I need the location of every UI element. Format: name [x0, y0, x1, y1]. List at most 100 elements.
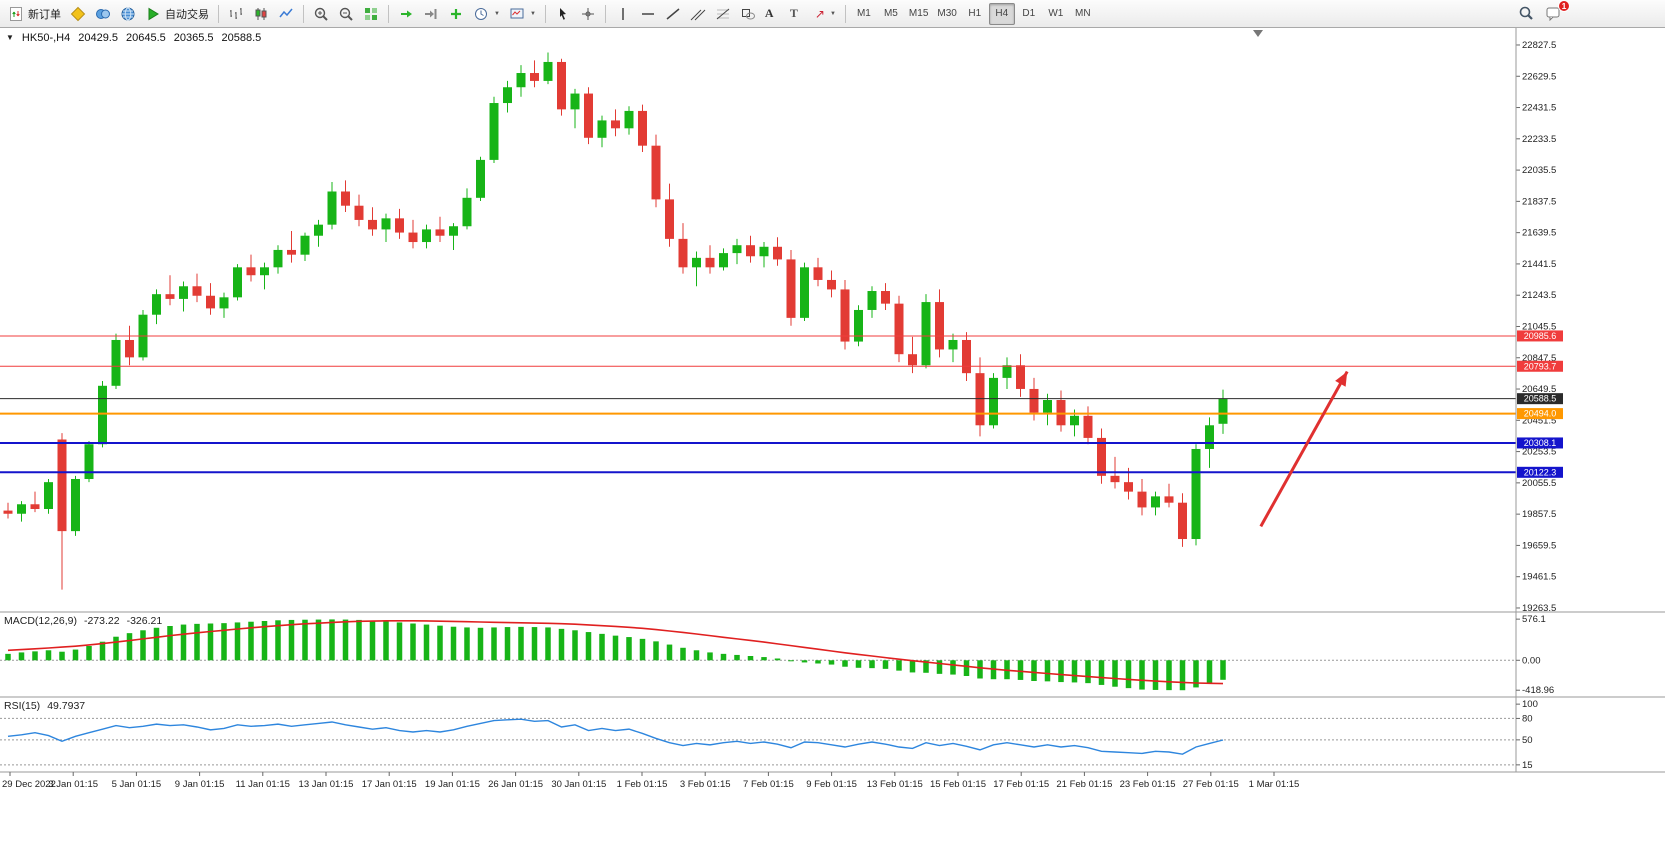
- search-icon: [1519, 6, 1533, 20]
- svg-text:22035.5: 22035.5: [1522, 165, 1556, 176]
- periods-dropdown[interactable]: ▼: [469, 3, 504, 25]
- svg-text:23 Feb 01:15: 23 Feb 01:15: [1120, 779, 1176, 790]
- svg-text:22827.5: 22827.5: [1522, 40, 1556, 51]
- svg-text:-418.96: -418.96: [1522, 685, 1554, 696]
- algo-trading-label: 自动交易: [165, 8, 209, 21]
- auto-scroll-icon: [401, 10, 412, 17]
- timeframe-m30-button[interactable]: M30: [933, 3, 960, 25]
- macd-signal-value: -326.21: [126, 615, 163, 627]
- toolbar-right-group: 1: [1514, 0, 1570, 24]
- svg-text:27 Feb 01:15: 27 Feb 01:15: [1183, 779, 1239, 790]
- svg-text:22431.5: 22431.5: [1522, 103, 1556, 114]
- data-window-button[interactable]: [91, 3, 115, 25]
- templates-dropdown[interactable]: ▼: [505, 3, 540, 25]
- timeframe-d1-button[interactable]: D1: [1016, 3, 1042, 25]
- search-button[interactable]: [1514, 2, 1538, 24]
- one-click-trading-toggle[interactable]: ▼: [6, 33, 14, 42]
- candlestick-chart-icon: [255, 7, 267, 20]
- clock-icon: [475, 7, 487, 20]
- fibonacci-button[interactable]: [711, 3, 735, 25]
- crosshair-button[interactable]: [576, 3, 600, 25]
- svg-text:3 Feb 01:15: 3 Feb 01:15: [680, 779, 731, 790]
- channel-button[interactable]: [686, 3, 710, 25]
- text-tool-icon: A: [764, 6, 774, 20]
- horizontal-line-icon: [641, 12, 654, 15]
- svg-text:20588.5: 20588.5: [1524, 394, 1557, 404]
- ohlc-high: 20645.5: [125, 32, 166, 44]
- globe-icon: [121, 7, 135, 20]
- svg-text:9 Jan 01:15: 9 Jan 01:15: [175, 779, 225, 790]
- svg-text:21639.5: 21639.5: [1522, 228, 1556, 239]
- trendline-button[interactable]: [661, 3, 685, 25]
- candlestick-chart-button[interactable]: [249, 3, 273, 25]
- svg-text:19659.5: 19659.5: [1522, 540, 1556, 551]
- chevron-down-icon: ▼: [494, 10, 500, 17]
- auto-scroll-button[interactable]: [394, 3, 418, 25]
- shapes-button[interactable]: [736, 3, 760, 25]
- indicators-button[interactable]: [444, 3, 468, 25]
- horizontal-line-button[interactable]: [636, 3, 660, 25]
- chart-window: 22827.5 22629.5 22431.5 22233.5 22035.5 21837…: [0, 28, 1665, 844]
- market-watch-icon: [70, 6, 86, 21]
- algo-trading-button[interactable]: 自动交易: [141, 3, 213, 25]
- svg-text:20985.6: 20985.6: [1524, 331, 1557, 341]
- channel-icon: [690, 9, 706, 20]
- new-order-button[interactable]: 新订单: [4, 3, 65, 25]
- zoom-out-button[interactable]: [334, 3, 358, 25]
- svg-text:19263.5: 19263.5: [1522, 603, 1556, 614]
- crosshair-icon: [581, 7, 594, 20]
- label-tool-button[interactable]: T: [786, 3, 810, 25]
- svg-text:11 Jan 01:15: 11 Jan 01:15: [236, 779, 290, 790]
- arrows-dropdown[interactable]: ↗ ▼: [811, 3, 840, 25]
- chart-canvas[interactable]: 22827.5 22629.5 22431.5 22233.5 22035.5 21837…: [0, 28, 1665, 844]
- cursor-button[interactable]: [551, 3, 575, 25]
- svg-text:19461.5: 19461.5: [1522, 572, 1556, 583]
- template-chart-icon: [510, 8, 524, 18]
- notifications-button[interactable]: 1: [1541, 0, 1570, 24]
- svg-text:20308.1: 20308.1: [1524, 438, 1557, 448]
- tile-windows-button[interactable]: [359, 3, 383, 25]
- svg-text:17 Jan 01:15: 17 Jan 01:15: [362, 779, 417, 790]
- svg-text:1 Feb 01:15: 1 Feb 01:15: [617, 779, 668, 790]
- timeframe-h1-button[interactable]: H1: [962, 3, 988, 25]
- svg-text:5 Jan 01:15: 5 Jan 01:15: [112, 779, 162, 790]
- shapes-icon: [741, 8, 755, 19]
- svg-text:9 Feb 01:15: 9 Feb 01:15: [806, 779, 857, 790]
- macd-main-value: -273.22: [83, 615, 120, 627]
- svg-text:19 Jan 01:15: 19 Jan 01:15: [425, 779, 480, 790]
- zoom-in-icon: [314, 7, 328, 21]
- chart-shift-icon: [425, 8, 437, 19]
- vertical-line-button[interactable]: [611, 3, 635, 25]
- timeframe-m15-button[interactable]: M15: [905, 3, 932, 25]
- zoom-in-button[interactable]: [309, 3, 333, 25]
- navigator-button[interactable]: [116, 3, 140, 25]
- svg-text:20122.3: 20122.3: [1524, 467, 1557, 477]
- svg-text:21441.5: 21441.5: [1522, 259, 1556, 270]
- label-tool-icon: T: [789, 6, 798, 20]
- svg-text:13 Jan 01:15: 13 Jan 01:15: [299, 779, 354, 790]
- toolbar-separator: [388, 4, 389, 23]
- line-chart-button[interactable]: [274, 3, 298, 25]
- chart-shift-button[interactable]: [419, 3, 443, 25]
- toolbar: 新订单 自动交易: [0, 0, 1665, 28]
- text-tool-button[interactable]: A: [761, 3, 785, 25]
- bar-chart-button[interactable]: [224, 3, 248, 25]
- play-icon: [148, 7, 159, 20]
- svg-text:15: 15: [1522, 760, 1533, 771]
- timeframe-h4-button[interactable]: H4: [988, 2, 1015, 25]
- timeframe-m5-button[interactable]: M5: [878, 3, 904, 25]
- market-watch-button[interactable]: [66, 3, 90, 25]
- rsi-panel-label: RSI(15) 49.7937: [4, 700, 85, 712]
- symbol-period-label: HK50-,H4: [21, 32, 71, 44]
- rsi-value: 49.7937: [47, 700, 86, 712]
- svg-text:17 Feb 01:15: 17 Feb 01:15: [993, 779, 1049, 790]
- notification-badge: 1: [1558, 0, 1570, 12]
- toolbar-separator: [844, 4, 846, 23]
- timeframe-w1-button[interactable]: W1: [1043, 3, 1069, 25]
- svg-text:50: 50: [1522, 735, 1533, 746]
- timeframe-mn-button[interactable]: MN: [1070, 3, 1096, 25]
- svg-text:29 Dec 2022: 29 Dec 2022: [2, 779, 56, 790]
- svg-text:100: 100: [1522, 699, 1538, 710]
- rsi-name: RSI(15): [4, 700, 41, 712]
- timeframe-m1-button[interactable]: M1: [851, 3, 877, 25]
